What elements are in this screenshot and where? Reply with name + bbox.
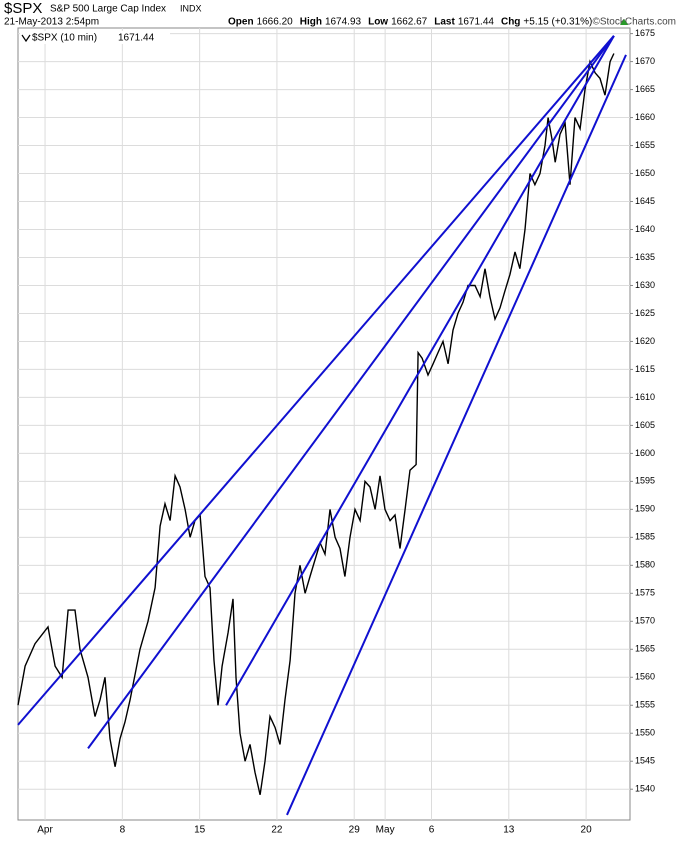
y-tick-label: 1560 (635, 672, 655, 682)
x-tick-label: 8 (120, 825, 126, 836)
y-tick-label: 1580 (635, 560, 655, 570)
timestamp: 21-May-2013 2:54pm (4, 17, 99, 28)
quote-value: +5.15 (+0.31%) (523, 17, 592, 28)
up-arrow (620, 19, 628, 25)
y-tick-label: 1550 (635, 728, 655, 738)
y-tick-label: 1655 (635, 140, 655, 150)
x-tick-label: Apr (37, 825, 53, 836)
x-tick-label: 22 (271, 825, 283, 836)
y-tick-label: 1565 (635, 644, 655, 654)
legend-swatch (21, 34, 31, 43)
legend-label: $SPX (10 min) (32, 33, 97, 44)
quote-label: Open (228, 17, 254, 28)
y-tick-label: 1650 (635, 168, 655, 178)
x-tick-label: 20 (581, 825, 593, 836)
x-tick-label: 15 (194, 825, 206, 836)
y-tick-label: 1570 (635, 616, 655, 626)
y-tick-label: 1620 (635, 336, 655, 346)
x-tick-label: 6 (429, 825, 435, 836)
grid (18, 28, 633, 820)
trendline (17, 35, 615, 726)
exchange: INDX (180, 3, 202, 13)
trendline (225, 35, 615, 706)
quote-value: 1671.44 (458, 17, 495, 28)
chart-title: $SPX (4, 0, 42, 17)
y-tick-label: 1630 (635, 280, 655, 290)
quote-label: Last (434, 17, 455, 28)
y-tick-label: 1640 (635, 224, 655, 234)
quote-label: Chg (501, 17, 520, 28)
y-tick-label: 1600 (635, 448, 655, 458)
chart-subtitle: S&P 500 Large Cap Index (50, 4, 166, 15)
y-tick-label: 1545 (635, 756, 655, 766)
y-tick-label: 1665 (635, 84, 655, 94)
source: ©StockCharts.com (592, 17, 676, 28)
y-tick-label: 1575 (635, 588, 655, 598)
y-tick-label: 1585 (635, 532, 655, 542)
price-line (17, 53, 615, 795)
x-tick-label: May (376, 825, 395, 836)
y-tick-label: 1645 (635, 196, 655, 206)
trendline (286, 54, 627, 816)
quote-value: 1666.20 (257, 17, 294, 28)
trendline (87, 35, 615, 749)
legend-bg (20, 31, 170, 44)
x-tick-label: 13 (503, 825, 515, 836)
plot (17, 35, 627, 816)
y-tick-label: 1590 (635, 504, 655, 514)
y-tick-label: 1595 (635, 476, 655, 486)
y-tick-label: 1635 (635, 252, 655, 262)
y-tick-label: 1615 (635, 364, 655, 374)
x-tick-label: 29 (349, 825, 361, 836)
quote-value: 1662.67 (391, 17, 428, 28)
y-tick-label: 1605 (635, 420, 655, 430)
y-tick-label: 1675 (635, 28, 655, 38)
y-tick-label: 1555 (635, 700, 655, 710)
plot-frame (17, 27, 631, 821)
legend-value: 1671.44 (118, 33, 155, 44)
quote-label: Low (368, 17, 388, 28)
y-tick-label: 1610 (635, 392, 655, 402)
y-tick-label: 1625 (635, 308, 655, 318)
quote: Open 1666.20 High 1674.93 Low 1662.67 Last 1671… (228, 17, 628, 28)
y-tick-label: 1540 (635, 784, 655, 794)
quote-value: 1674.93 (325, 17, 362, 28)
y-tick-label: 1670 (635, 56, 655, 66)
quote-label: High (300, 17, 322, 28)
y-tick-label: 1660 (635, 112, 655, 122)
